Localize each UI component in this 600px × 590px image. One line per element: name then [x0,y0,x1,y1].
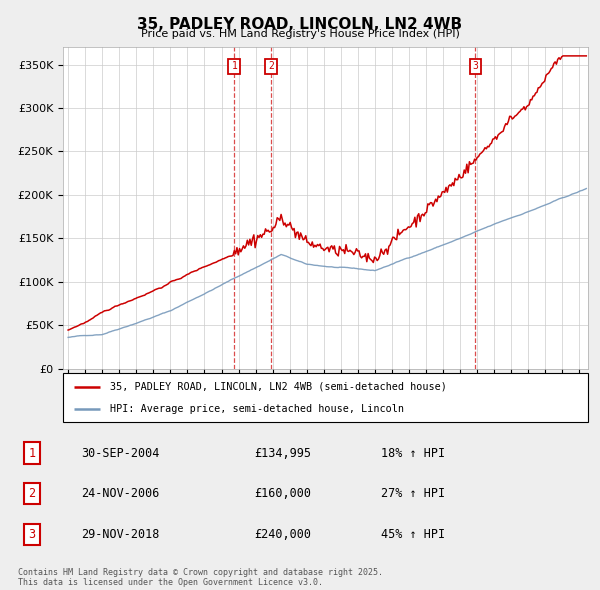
Text: Contains HM Land Registry data © Crown copyright and database right 2025.
This d: Contains HM Land Registry data © Crown c… [18,568,383,587]
Text: HPI: Average price, semi-detached house, Lincoln: HPI: Average price, semi-detached house,… [110,404,404,414]
Text: 35, PADLEY ROAD, LINCOLN, LN2 4WB (semi-detached house): 35, PADLEY ROAD, LINCOLN, LN2 4WB (semi-… [110,382,447,392]
Text: 24-NOV-2006: 24-NOV-2006 [81,487,160,500]
Text: Price paid vs. HM Land Registry's House Price Index (HPI): Price paid vs. HM Land Registry's House … [140,29,460,39]
Text: 1: 1 [232,61,237,71]
Text: 45% ↑ HPI: 45% ↑ HPI [380,528,445,541]
Text: 35, PADLEY ROAD, LINCOLN, LN2 4WB: 35, PADLEY ROAD, LINCOLN, LN2 4WB [137,17,463,31]
Text: 3: 3 [29,528,36,541]
Text: 3: 3 [473,61,478,71]
Text: £134,995: £134,995 [254,447,311,460]
Text: £240,000: £240,000 [254,528,311,541]
Text: 29-NOV-2018: 29-NOV-2018 [81,528,160,541]
Text: 1: 1 [29,447,36,460]
Text: 27% ↑ HPI: 27% ↑ HPI [380,487,445,500]
Text: 2: 2 [268,61,274,71]
Text: £160,000: £160,000 [254,487,311,500]
Text: 2: 2 [29,487,36,500]
Text: 30-SEP-2004: 30-SEP-2004 [81,447,160,460]
Text: 18% ↑ HPI: 18% ↑ HPI [380,447,445,460]
FancyBboxPatch shape [63,373,588,422]
